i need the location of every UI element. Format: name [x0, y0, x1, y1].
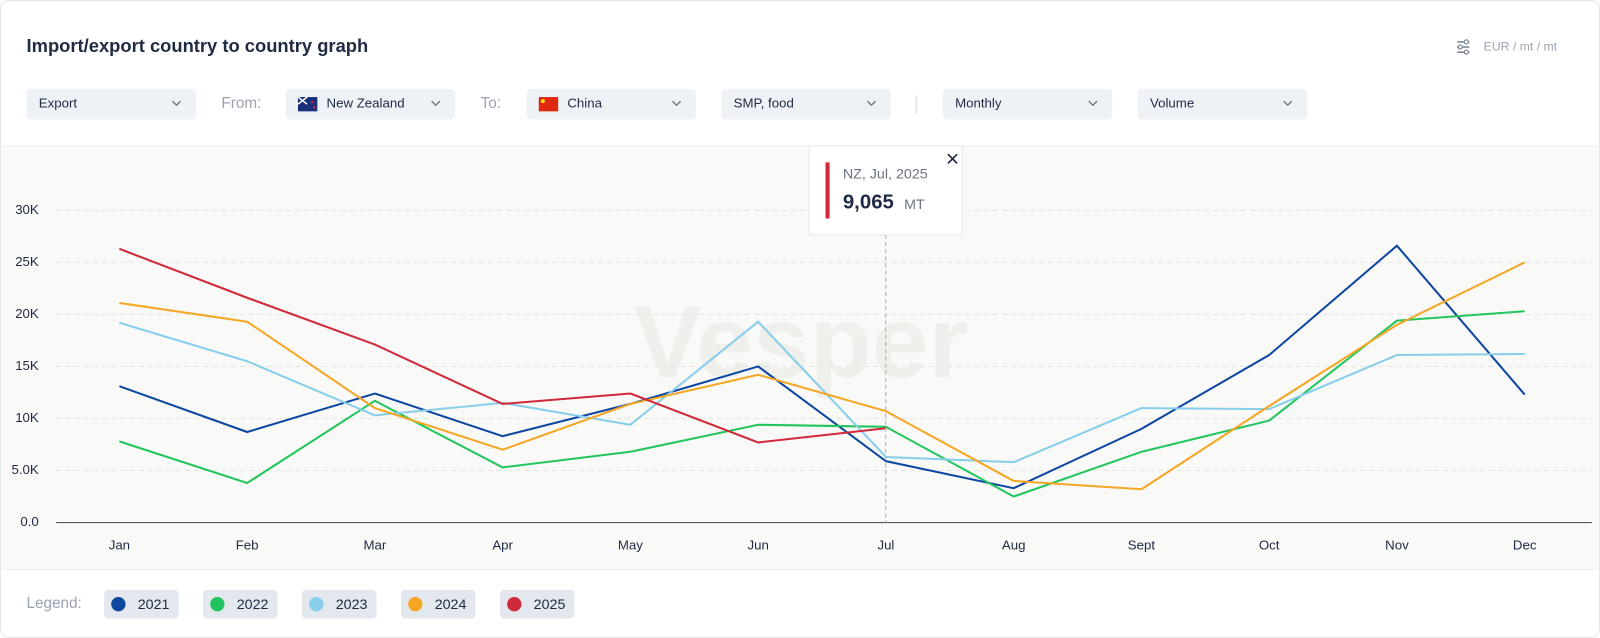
dropdown-box — [285, 88, 456, 120]
legend-item[interactable]: 2023 — [302, 589, 377, 619]
y-tick-label: 10K — [15, 410, 39, 425]
measure-dropdown[interactable]: Volume — [1137, 88, 1308, 120]
y-tick-label: 25K — [15, 254, 39, 269]
flag-cn — [538, 97, 559, 112]
x-tick-label: May — [618, 538, 643, 553]
units-button[interactable]: EUR / mt / mt — [1457, 39, 1558, 55]
x-tick-label: Sept — [1128, 538, 1156, 553]
series-line — [119, 244, 1526, 490]
x-tick-label: Nov — [1385, 538, 1409, 553]
chevron — [866, 100, 876, 107]
series-line — [119, 320, 1525, 464]
legend-swatch — [309, 597, 324, 612]
y-tick-label: 20K — [15, 306, 39, 321]
y-tick-label: 0.0 — [20, 514, 38, 529]
series-line — [119, 247, 887, 444]
period-dropdown[interactable]: Monthly — [942, 88, 1113, 120]
y-tick-label: 5.0K — [12, 462, 39, 477]
x-tick-label: Jul — [877, 538, 894, 553]
legend-pill — [500, 589, 575, 619]
x-tick-label: Oct — [1259, 538, 1280, 553]
legend-pill — [302, 589, 377, 619]
legend-swatch — [408, 597, 423, 612]
tooltip-unit: MT — [904, 197, 925, 213]
units: EUR / mt / mt — [1484, 39, 1558, 53]
flag-star — [311, 100, 314, 104]
x-tick-label: Feb — [236, 538, 259, 553]
x-tick-label: Mar — [363, 538, 386, 553]
dropdown-box — [1137, 88, 1308, 120]
legend-pill — [203, 589, 278, 619]
title: Import/export country to country graph — [27, 35, 369, 56]
watermark: Vesper — [634, 285, 969, 399]
tooltip-title: NZ, Jul, 2025 — [843, 166, 928, 182]
from-label: From: — [221, 95, 261, 112]
chevron — [171, 100, 182, 107]
dropdown-box — [942, 88, 1113, 120]
legend-text: 2022 — [237, 597, 269, 613]
x-tick-label: Apr — [492, 538, 513, 553]
settings-knob — [1457, 44, 1463, 50]
dropdown-text: Monthly — [955, 96, 1002, 111]
dropdown-text: New Zealand — [327, 96, 405, 111]
legend-swatch — [210, 597, 225, 612]
direction-dropdown[interactable]: Export — [26, 88, 196, 120]
dropdown-box — [721, 88, 891, 120]
flag-star — [540, 99, 545, 104]
legend-pill — [104, 589, 179, 619]
legend-label: Legend: — [27, 595, 82, 612]
to-label: To: — [481, 95, 501, 112]
settings-knob — [1463, 39, 1469, 45]
chevron — [1283, 100, 1293, 107]
legend-swatch — [507, 597, 522, 612]
tooltip-marker — [825, 162, 830, 219]
tooltip-box — [808, 145, 963, 236]
legend-text: 2025 — [534, 597, 566, 613]
y-tick-label: 30K — [15, 202, 39, 217]
x-tick-label: Aug — [1002, 538, 1026, 553]
tooltip: NZ, Jul, 2025 9,065 MT — [808, 145, 963, 523]
dropdown-box — [26, 88, 196, 120]
tooltip-value: 9,065 — [843, 192, 894, 214]
flag-star — [313, 106, 316, 109]
series-line — [119, 261, 1526, 491]
legend-swatch — [111, 597, 126, 612]
dropdown-text: SMP, food — [734, 96, 794, 111]
legend-item[interactable]: 2021 — [104, 589, 179, 619]
y-tick-label: 15K — [15, 358, 39, 373]
legend-text: 2024 — [435, 597, 467, 613]
legend-item[interactable]: 2024 — [401, 589, 476, 619]
x-tick-label: Jan — [109, 538, 130, 553]
dropdown-text: Export — [39, 96, 78, 111]
legend-item[interactable]: 2025 — [500, 589, 575, 619]
product-dropdown[interactable]: SMP, food — [721, 88, 891, 120]
plot-background — [1, 146, 1599, 570]
settings-knob — [1463, 49, 1469, 55]
from-dropdown[interactable]: New Zealand — [285, 88, 456, 120]
x-tick-label: Jun — [747, 538, 768, 553]
legend-text: 2021 — [138, 597, 170, 613]
dropdown-box — [526, 88, 696, 120]
chevron — [1088, 100, 1098, 107]
tooltip-close[interactable] — [947, 153, 958, 164]
x-tick-label: Dec — [1513, 538, 1537, 553]
legend-item[interactable]: 2022 — [203, 589, 278, 619]
chevron — [431, 100, 441, 107]
flag-union — [297, 96, 308, 105]
legend-pill — [401, 589, 476, 619]
dropdown-text: China — [567, 96, 602, 111]
to-dropdown[interactable]: China — [526, 88, 696, 120]
series-line — [119, 310, 1525, 498]
legend-text: 2023 — [336, 597, 368, 613]
chevron — [671, 100, 682, 107]
dropdown-text: Volume — [1150, 96, 1194, 111]
